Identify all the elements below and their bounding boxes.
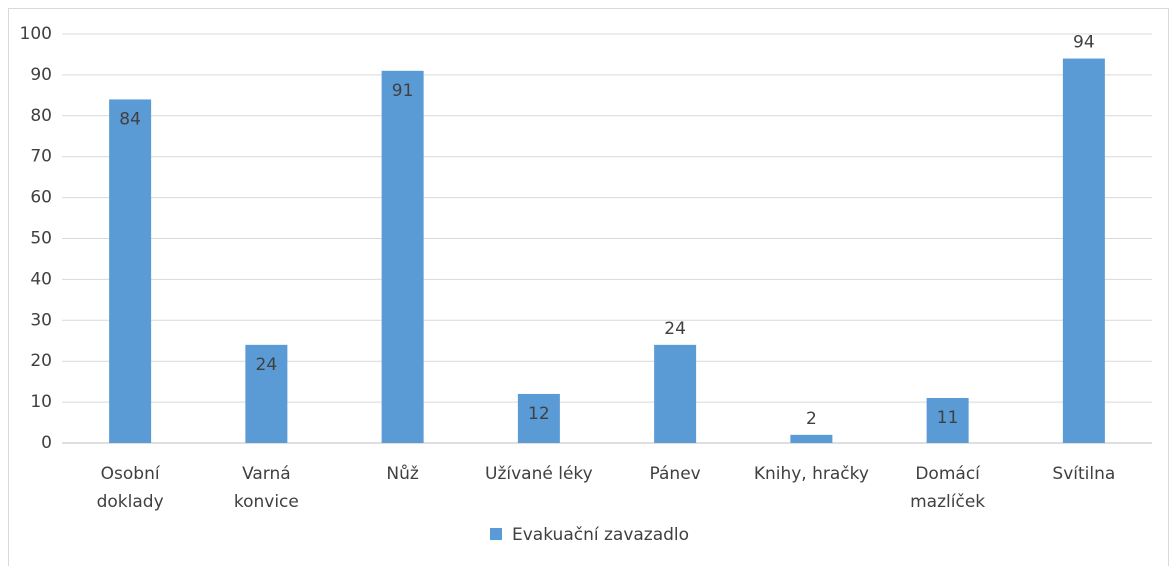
data-label: 91 [392, 81, 414, 101]
x-tick-label: Osobní doklady [97, 464, 164, 512]
bar [1062, 58, 1105, 443]
y-tick-label: 100 [20, 24, 52, 44]
bar [517, 393, 560, 443]
data-label: 11 [937, 408, 959, 428]
bar [381, 70, 424, 443]
bar [654, 344, 697, 443]
data-label: 24 [256, 355, 278, 375]
bar [926, 398, 969, 443]
x-tick-label: Svítilna [1052, 464, 1115, 484]
legend-swatch [490, 528, 502, 540]
x-tick-label: Nůž [386, 464, 418, 484]
chart-border [8, 8, 1169, 566]
x-tick-label: Knihy, hračky [754, 464, 869, 484]
x-tick-label: Domácí mazlíček [910, 464, 985, 512]
bar [245, 344, 288, 443]
y-tick-label: 20 [30, 351, 52, 371]
data-label: 12 [528, 404, 550, 424]
y-tick-label: 70 [30, 147, 52, 167]
bar [109, 99, 152, 443]
y-tick-label: 40 [30, 269, 52, 289]
x-tick-label: Užívané léky [485, 464, 593, 484]
legend-label: Evakuační zavazadlo [512, 525, 689, 545]
data-label: 24 [664, 319, 686, 339]
x-tick-label: Varná konvice [234, 464, 299, 512]
y-tick-label: 60 [30, 188, 52, 208]
bar [790, 434, 833, 443]
y-tick-label: 0 [41, 433, 52, 453]
data-label: 84 [119, 109, 141, 129]
data-label: 2 [806, 409, 817, 429]
data-label: 94 [1073, 33, 1095, 53]
y-tick-label: 30 [30, 310, 52, 330]
y-tick-label: 90 [30, 65, 52, 85]
y-tick-label: 10 [30, 392, 52, 412]
y-tick-label: 50 [30, 229, 52, 249]
y-tick-label: 80 [30, 106, 52, 126]
x-tick-label: Pánev [650, 464, 701, 484]
